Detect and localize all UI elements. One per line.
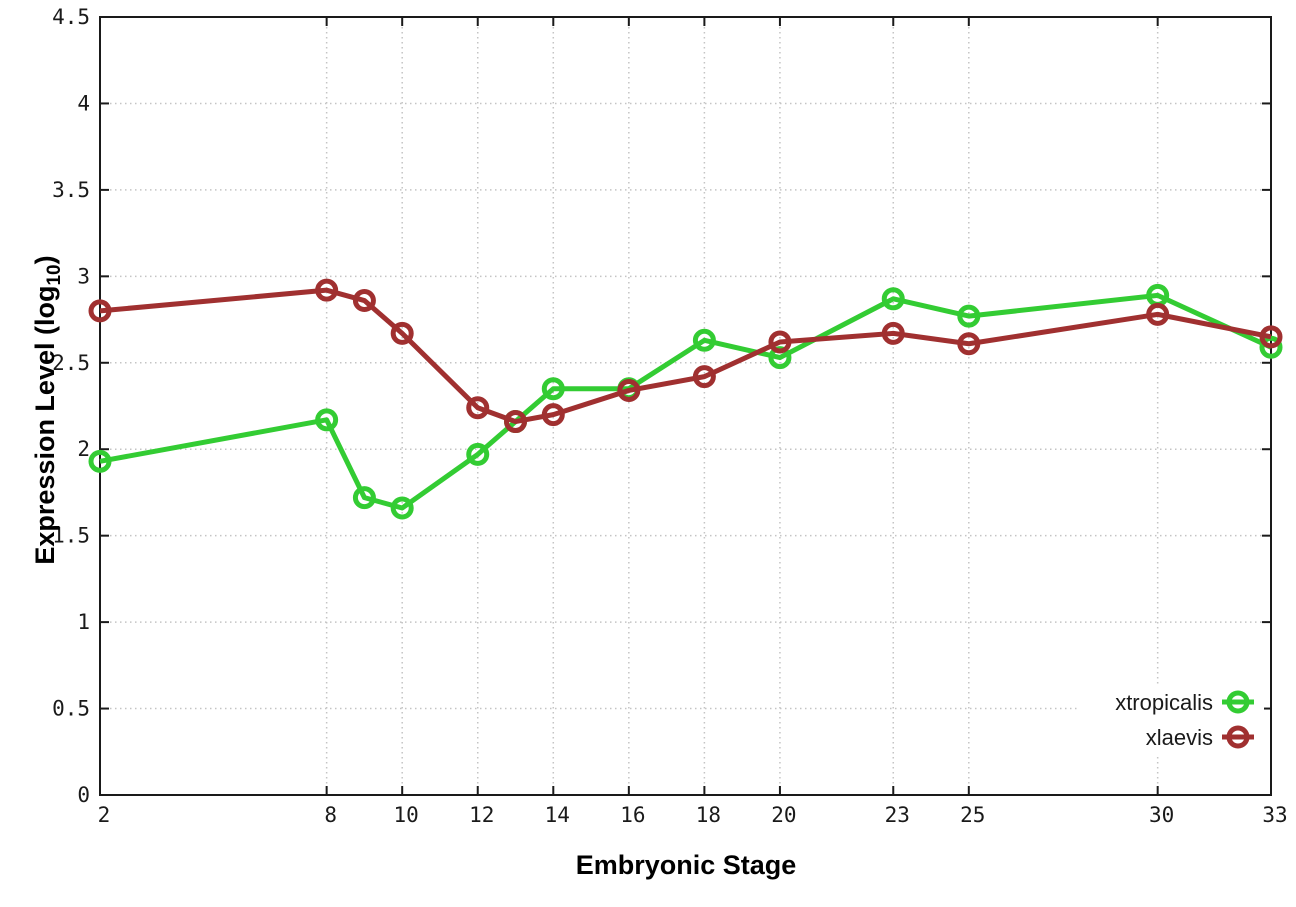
x-tick-label: 16 [620, 803, 645, 827]
x-tick-label: 12 [469, 803, 494, 827]
series-xtropicalis-marker [315, 408, 339, 432]
series-xlaevis-marker [768, 330, 792, 354]
y-tick-label: 2.5 [52, 351, 90, 375]
series-xtropicalis-marker [1259, 335, 1283, 359]
y-tick-label: 1.5 [52, 524, 90, 548]
series-xlaevis-marker [315, 278, 339, 302]
series-xlaevis-marker [692, 365, 716, 389]
series-xtropicalis-marker [957, 304, 981, 328]
x-tick-label: 20 [771, 803, 796, 827]
series-xlaevis-marker [541, 403, 565, 427]
series-xlaevis-marker [88, 299, 112, 323]
y-axis-title-subscript: 10 [44, 264, 65, 286]
x-tick-label: 25 [960, 803, 985, 827]
series-xlaevis-marker [1146, 302, 1170, 326]
x-tick-label: 18 [696, 803, 721, 827]
x-tick-label: 30 [1149, 803, 1174, 827]
series-xtropicalis-marker [541, 377, 565, 401]
x-tick-label: 8 [324, 803, 337, 827]
series-xlaevis-marker [957, 332, 981, 356]
plot-border [99, 16, 1272, 796]
y-tick-label: 3 [77, 264, 90, 288]
series-xlaevis-marker [466, 396, 490, 420]
y-tick-label: 4 [77, 91, 90, 115]
series-xtropicalis-marker [390, 496, 414, 520]
legend-label-xlaevis: xlaevis [1146, 725, 1213, 750]
series-xlaevis-marker [352, 289, 376, 313]
x-tick-label: 23 [885, 803, 910, 827]
y-tick-label: 0.5 [52, 697, 90, 721]
x-tick-label: 10 [394, 803, 419, 827]
y-axis-title-close: ) [30, 255, 60, 265]
series-xlaevis-marker [881, 321, 905, 345]
series-xlaevis-marker [390, 321, 414, 345]
x-tick-label: 33 [1262, 803, 1287, 827]
series-xlaevis-line [99, 287, 1272, 425]
series-xlaevis-marker [504, 410, 528, 434]
y-tick-label: 1 [77, 610, 90, 634]
y-tick-label: 4.5 [52, 5, 90, 29]
x-tick-label: 2 [98, 803, 111, 827]
y-axis-title: Expression Level (log10) [30, 150, 66, 670]
legend-sample-marker-xtropicalis [1226, 690, 1250, 714]
x-axis-title: Embryonic Stage [575, 850, 797, 880]
series-xtropicalis-marker [352, 486, 376, 510]
series-xtropicalis-line [99, 292, 1273, 511]
series-xlaevis-marker [1259, 325, 1283, 349]
series-xtropicalis-marker [466, 442, 490, 466]
series-xlaevis-marker [617, 378, 641, 402]
y-tick-label: 3.5 [52, 178, 90, 202]
y-tick-label: 2 [77, 437, 90, 461]
legend-label-xtropicalis: xtropicalis [1115, 690, 1213, 715]
series-xtropicalis-marker [881, 287, 905, 311]
series-xtropicalis-marker [692, 328, 716, 352]
series-xtropicalis-marker [88, 449, 112, 473]
x-tick-label: 14 [545, 803, 570, 827]
legend-sample-marker-xlaevis [1226, 725, 1250, 749]
y-axis-title-main: Expression Level (log [30, 285, 60, 565]
y-tick-label: 0 [77, 783, 90, 807]
